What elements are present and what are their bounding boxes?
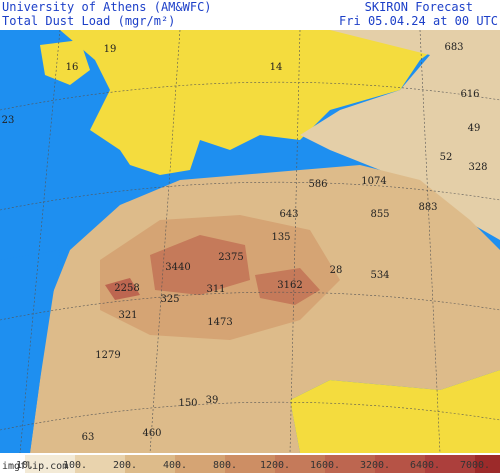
colorbar-label: 6400. — [410, 460, 440, 471]
header-left: Total Dust Load (mgr/m²) — [2, 14, 175, 28]
colorbar-cell — [75, 455, 125, 473]
header-bg — [0, 0, 500, 30]
map-labels: 19 16 14 683 616 23 49 52 328 586 1074 855 883 643 135… — [2, 42, 488, 443]
map-label: 3440 — [165, 262, 190, 273]
dust-core3 — [105, 278, 140, 300]
colorbar-cell — [225, 455, 275, 473]
atlantic — [0, 250, 60, 453]
header-right: SKIRON Forecast — [365, 0, 473, 14]
map-label: 3162 — [277, 280, 302, 291]
map-label: 63 — [82, 432, 95, 443]
map-label: 534 — [370, 270, 389, 281]
map-label: 52 — [440, 152, 453, 163]
graticule — [0, 29, 500, 454]
colorbar-label: 800. — [213, 460, 237, 471]
colorbar-cell — [375, 455, 425, 473]
map-label: 883 — [418, 202, 437, 213]
map-label: 16 — [66, 62, 79, 73]
map-label: 855 — [370, 209, 389, 220]
map-label: 28 — [330, 265, 343, 276]
map-label: 643 — [279, 209, 298, 220]
map-label: 49 — [468, 123, 481, 134]
colorbar-label: 7000. — [460, 460, 490, 471]
map-label: 19 — [104, 44, 117, 55]
british-isles — [40, 40, 90, 85]
colorbar-label: 100. — [63, 460, 87, 471]
colorbar-label: 1600. — [310, 460, 340, 471]
colorbar-cell — [175, 455, 225, 473]
colorbar-cell — [475, 455, 500, 473]
colorbar: 10. 100. 200. 400. 800. 1200. 1600. 3200. 6400. 7… — [16, 455, 500, 473]
map-label: 14 — [270, 62, 283, 73]
dust-core2 — [255, 268, 320, 305]
dust-core1 — [150, 235, 250, 295]
map-label: 1279 — [95, 350, 120, 361]
land-south — [290, 370, 500, 453]
colorbar-cell — [425, 455, 475, 473]
map-label: 2375 — [218, 252, 243, 263]
map-label: 2258 — [114, 283, 139, 294]
map-label: 616 — [460, 89, 479, 100]
map-label: 150 — [178, 398, 197, 409]
map-label: 39 — [206, 395, 219, 406]
map-label: 311 — [206, 284, 225, 295]
map-label: 135 — [271, 232, 290, 243]
watermark: imgflip.com — [2, 461, 68, 472]
map-label: 683 — [444, 42, 463, 53]
map-label: 1473 — [207, 317, 232, 328]
map-label: 321 — [118, 310, 137, 321]
colorbar-cell — [325, 455, 375, 473]
colorbar-label: 200. — [113, 460, 137, 471]
header-right: Fri 05.04.24 at 00 UTC — [339, 14, 498, 28]
map-label: 460 — [142, 428, 161, 439]
colorbar-cell — [275, 455, 325, 473]
map-label: 328 — [468, 162, 487, 173]
map-label: 586 — [308, 179, 327, 190]
europe — [60, 30, 460, 175]
colorbar-label: 3200. — [360, 460, 390, 471]
map-label: 23 — [2, 115, 15, 126]
colorbar-label: 10. — [16, 460, 34, 471]
map-label: 1074 — [361, 176, 386, 187]
dust-east — [300, 30, 500, 240]
colorbar-label: 1200. — [260, 460, 290, 471]
header-left: University of Athens (AM&WFC) — [2, 0, 212, 14]
colorbar-cell — [25, 455, 75, 473]
colorbar-cell — [125, 455, 175, 473]
colorbar-label: 400. — [163, 460, 187, 471]
map-label: 325 — [160, 294, 179, 305]
